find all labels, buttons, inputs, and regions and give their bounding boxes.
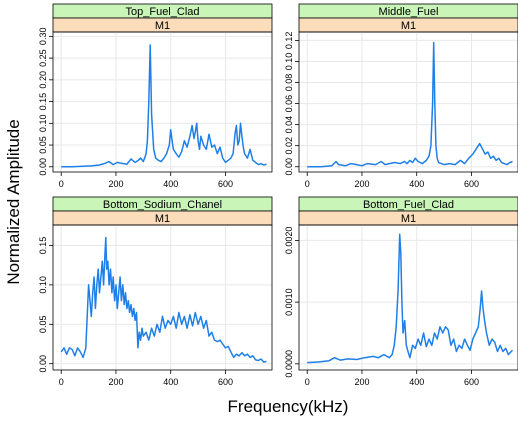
y-tick-label: 0.0020 — [284, 227, 294, 255]
plot-frame — [298, 31, 518, 173]
x-tick-label: 400 — [163, 377, 178, 387]
x-axis-title: Frequency(kHz) — [228, 397, 349, 416]
panel-title: Bottom_Sodium_Chanel — [103, 199, 222, 211]
y-tick-label: 0.10 — [284, 53, 294, 71]
y-tick-label: 0.15 — [38, 93, 48, 111]
y-tick-label: 0.20 — [38, 71, 48, 89]
x-tick-label: 0 — [305, 179, 310, 189]
x-tick-label: 200 — [108, 179, 123, 189]
x-tick-label: 600 — [464, 377, 479, 387]
panel-subtitle: M1 — [155, 213, 170, 225]
y-tick-label: 0.05 — [38, 316, 48, 334]
panel-title: Middle_Fuel — [379, 6, 439, 18]
plot-frame — [52, 31, 273, 173]
panel-1: Top_Fuel_Clad M1 0 200 400 600 0.00 0.05 0.10 0.1… — [38, 3, 273, 189]
y-tick-label: 0.10 — [38, 276, 48, 294]
x-tick-label: 0 — [59, 179, 64, 189]
y-tick-label: 0.15 — [38, 237, 48, 255]
y-tick-label: 0.00 — [38, 355, 48, 373]
x-tick-label: 600 — [218, 179, 233, 189]
y-tick-label: 0.12 — [284, 32, 294, 50]
x-tick-label: 600 — [218, 377, 233, 387]
y-axis-title: Normalized Amplitude — [4, 119, 23, 284]
x-tick-label: 0 — [305, 377, 310, 387]
x-tick-label: 400 — [409, 179, 424, 189]
x-tick-label: 0 — [59, 377, 64, 387]
y-tick-label: 0.10 — [38, 115, 48, 133]
plot-frame — [52, 224, 273, 371]
y-tick-label: 0.04 — [284, 116, 294, 134]
y-tick-label: 0.02 — [284, 137, 294, 155]
y-tick-label: 0.25 — [38, 49, 48, 67]
y-tick-label: 0.05 — [38, 136, 48, 154]
series-line — [60, 236, 267, 363]
panel-title: Top_Fuel_Clad — [126, 6, 200, 18]
panel-subtitle: M1 — [401, 213, 416, 225]
plot-frame — [298, 224, 518, 371]
x-tick-label: 200 — [354, 179, 369, 189]
x-tick-label: 200 — [108, 377, 123, 387]
panel-3: Bottom_Sodium_Chanel M1 0 200 400 600 0.00 0.05… — [38, 196, 273, 387]
y-tick-label: 0.0000 — [284, 350, 294, 378]
panel-title: Bottom_Fuel_Clad — [363, 199, 454, 211]
y-tick-label: 0.06 — [284, 95, 294, 113]
x-tick-label: 600 — [464, 179, 479, 189]
series-line — [307, 41, 513, 168]
y-tick-label: 0.08 — [284, 74, 294, 92]
y-tick-label: 0.00 — [284, 158, 294, 176]
y-tick-label: 0.0010 — [284, 288, 294, 316]
panel-2: Middle_Fuel M1 0 200 400 600 0.00 0.02 0.04 0.06 0… — [284, 3, 518, 189]
panel-subtitle: M1 — [401, 20, 416, 32]
panel-grid: Top_Fuel_Clad M1 0 200 400 600 0.00 0.05 0.10 0.1… — [38, 3, 518, 387]
panel-subtitle: M1 — [155, 20, 170, 32]
panel-4: Bottom_Fuel_Clad M1 0 200 400 600 0.0000 0.0010… — [284, 196, 518, 387]
series-line — [307, 233, 514, 364]
y-tick-label: 0.30 — [38, 28, 48, 46]
series-line — [61, 44, 267, 168]
x-tick-label: 400 — [163, 179, 178, 189]
y-tick-label: 0.00 — [38, 158, 48, 176]
x-tick-label: 200 — [354, 377, 369, 387]
x-tick-label: 400 — [409, 377, 424, 387]
